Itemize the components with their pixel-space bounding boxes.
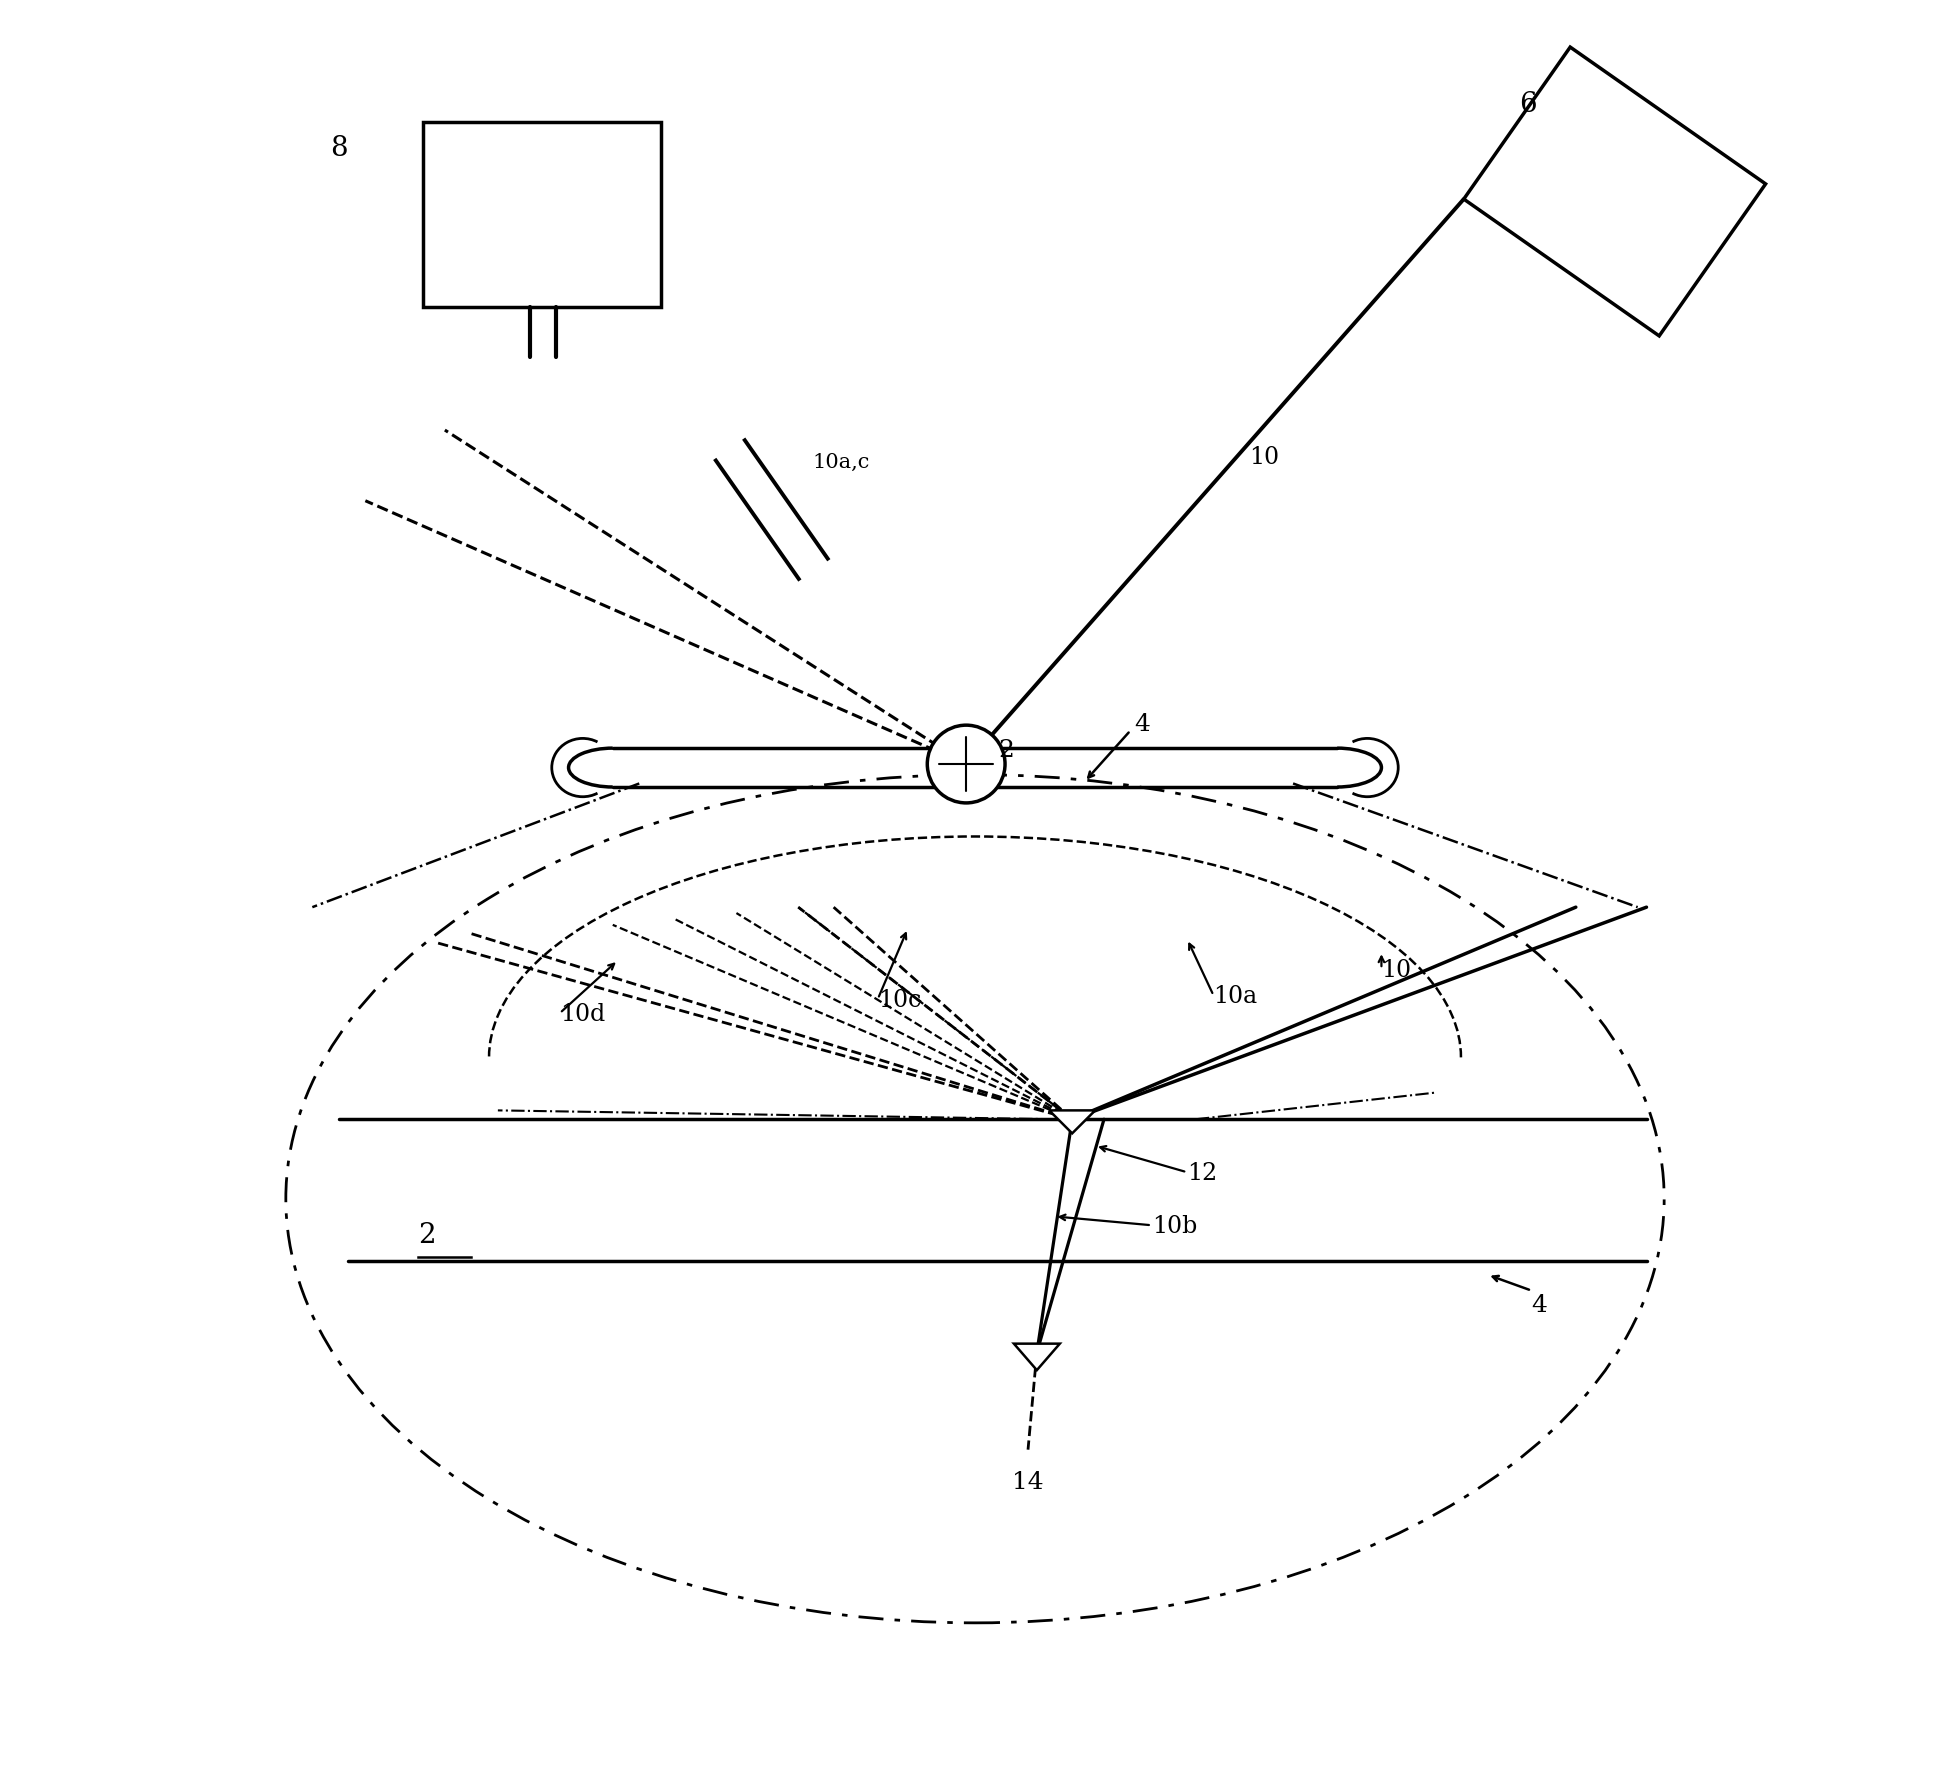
Text: 10a,c: 10a,c bbox=[813, 454, 870, 472]
Text: 4: 4 bbox=[1135, 712, 1150, 735]
Text: 12: 12 bbox=[1188, 1161, 1217, 1184]
Text: 10: 10 bbox=[1248, 445, 1279, 468]
Bar bbox=[423, 123, 661, 308]
Text: 10b: 10b bbox=[1152, 1214, 1197, 1237]
Polygon shape bbox=[1049, 1111, 1096, 1134]
Text: 4: 4 bbox=[1531, 1294, 1548, 1317]
Text: 10c: 10c bbox=[878, 988, 920, 1011]
Text: 10a: 10a bbox=[1213, 984, 1258, 1007]
Circle shape bbox=[928, 726, 1004, 803]
Polygon shape bbox=[1464, 48, 1765, 336]
Text: 14: 14 bbox=[1012, 1470, 1043, 1493]
Text: 2: 2 bbox=[998, 739, 1014, 762]
Text: 2: 2 bbox=[419, 1221, 437, 1248]
Polygon shape bbox=[1014, 1344, 1059, 1371]
Text: 10d: 10d bbox=[560, 1002, 604, 1025]
Text: 6: 6 bbox=[1519, 91, 1537, 117]
Text: 10: 10 bbox=[1381, 958, 1412, 981]
Text: 8: 8 bbox=[330, 135, 347, 162]
